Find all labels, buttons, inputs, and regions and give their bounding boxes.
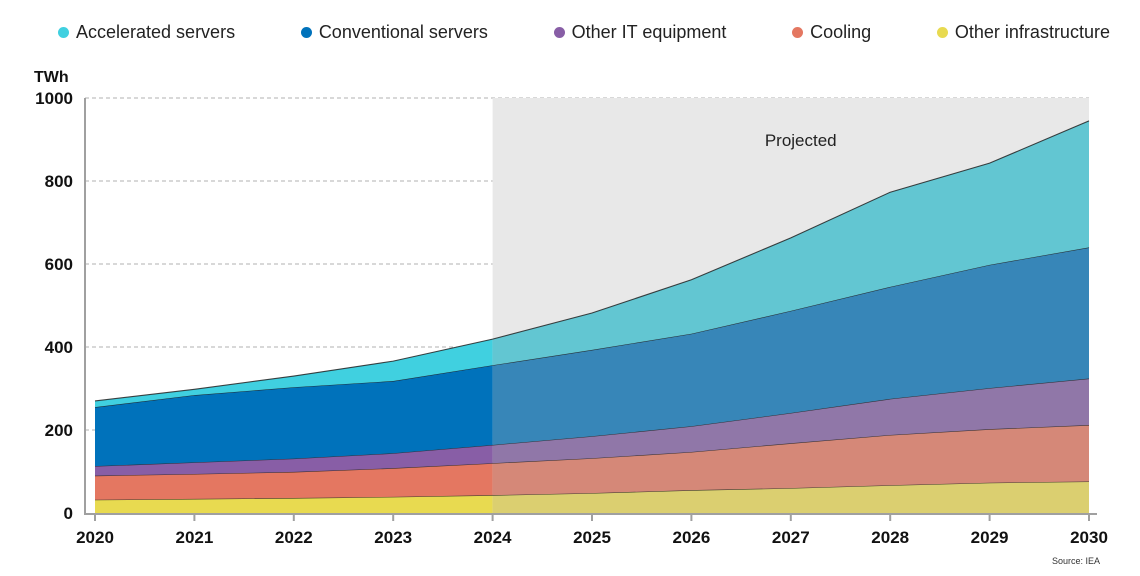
areas [94, 120, 1090, 513]
x-tick-label: 2027 [772, 528, 810, 547]
legend-item: Accelerated servers [58, 22, 235, 43]
area-other-infrastructure-historical [95, 495, 493, 513]
x-tick-label: 2029 [971, 528, 1009, 547]
y-tick-label: 200 [45, 421, 73, 440]
y-tick-label: 600 [45, 255, 73, 274]
source-note: Source: IEA [1052, 556, 1100, 566]
projected-label: Projected [765, 131, 837, 150]
x-tick-label: 2020 [76, 528, 114, 547]
legend-item: Cooling [792, 22, 871, 43]
x-tick-label: 2021 [175, 528, 213, 547]
area-other-it-equipment-projected [492, 378, 1090, 464]
legend-label: Accelerated servers [76, 21, 236, 42]
area-cooling-historical [95, 463, 493, 500]
area-other-infrastructure-projected [492, 481, 1090, 513]
area-other-it-equipment-historical [95, 444, 493, 476]
x-tick-label: 2022 [275, 528, 313, 547]
area-conventional-servers-historical [95, 365, 493, 467]
x-tick-label: 2030 [1070, 528, 1108, 547]
y-tick-label: 0 [64, 504, 73, 523]
x-tick-label: 2025 [573, 528, 611, 547]
area-conventional-servers-projected [492, 247, 1090, 445]
area-accelerated-servers-historical [95, 339, 493, 408]
legend-label: Other IT equipment [571, 21, 727, 42]
legend-item: Other infrastructure [936, 21, 1110, 43]
series-line [94, 120, 1090, 402]
legend-dot-icon [936, 26, 948, 38]
y-tick-label: 800 [45, 172, 73, 191]
legend-label: Other infrastructure [954, 21, 1110, 42]
y-tick-label: 1000 [35, 89, 73, 108]
legend-dot-icon [58, 26, 69, 38]
x-tick-label: 2024 [474, 528, 512, 547]
legend-label: Conventional servers [318, 21, 488, 42]
legend-dot-icon [792, 26, 804, 38]
legend-dot-icon [553, 26, 565, 38]
y-tick-label: 400 [45, 338, 73, 357]
x-tick-label: 2023 [374, 528, 412, 547]
legend-item: Other IT equipment [553, 21, 727, 43]
legend-item: Conventional servers [300, 21, 488, 43]
axes: 0 200 400 600 800 1000 2020 2021 2022 2023 2024 202… [35, 89, 1108, 547]
area-accelerated-servers-projected [492, 120, 1090, 366]
legend: Accelerated servers Conventional servers O… [58, 20, 1110, 44]
x-tick-label: 2028 [871, 528, 909, 547]
y-axis-unit-label: TWh [34, 69, 69, 86]
legend-dot-icon [300, 26, 312, 38]
area-cooling-projected [492, 425, 1090, 496]
x-tick-label: 2026 [672, 528, 710, 547]
legend-label: Cooling [810, 21, 872, 42]
